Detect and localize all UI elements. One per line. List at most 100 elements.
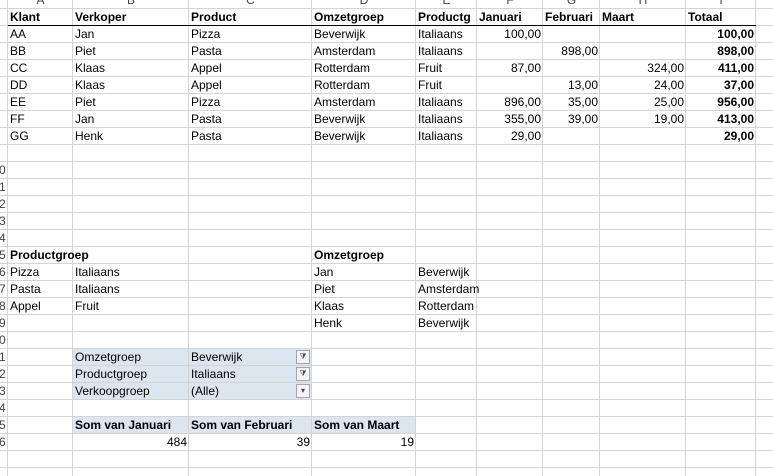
grid-line [415,0,416,476]
pivot-filter-cell: Omzetgroep [75,350,142,364]
grid-line [0,246,773,247]
pivot-filter-cell: Beverwijk [191,350,243,364]
table-cell: Beverwijk [418,265,470,279]
table-cell: Pizza [191,27,221,41]
grid-line [0,382,773,383]
table-cell: Klaas [314,299,345,313]
header-cell: Januari [479,10,522,24]
row-number: 5 [0,418,6,432]
column-header: I [719,0,723,7]
table-cell: Pasta [10,282,41,296]
grid-line [7,0,8,476]
grid-line [311,0,312,476]
pivot-filter-cell: Italiaans [191,367,236,381]
table-cell: Piet [75,44,96,58]
table-cell: GG [10,129,29,143]
table-cell: Amsterdam [314,44,376,58]
table-cell: Pasta [191,112,222,126]
table-cell: 87,00 [510,61,541,75]
table-cell: AA [10,27,27,41]
grid-line [0,450,773,451]
table-cell: 35,00 [567,95,598,109]
table-cell: Klaas [75,78,106,92]
grid-line [0,331,773,332]
table-cell: Amsterdam [418,282,480,296]
table-cell: Beverwijk [418,316,470,330]
table-cell: Italiaans [418,129,463,143]
pivot-header: Som van Februari [191,418,293,432]
header-cell: Verkoper [75,10,127,24]
table-cell: 29,00 [510,129,541,143]
row-number: 4 [0,401,6,415]
grid-line [0,280,773,281]
table-cell: 13,00 [567,78,598,92]
row-number: 6 [0,435,6,449]
grid-line [0,212,773,213]
header-cell: Klant [10,10,40,24]
filter-button[interactable]: ⧩ [296,367,310,381]
table-cell: Beverwijk [314,112,366,126]
table-cell: 24,00 [653,78,684,92]
table-cell: Beverwijk [314,129,366,143]
pivot-value: 39 [296,435,310,449]
table-cell: Henk [75,129,104,143]
table-cell: Italiaans [418,27,463,41]
header-cell: Maart [602,10,635,24]
column-header: C [246,0,255,7]
grid-line [0,467,773,468]
pivot-header: Som van Januari [75,418,172,432]
row-number: 0 [0,163,6,177]
grid-line [0,93,773,94]
row-number: 4 [0,231,6,245]
table-cell: Italiaans [418,95,463,109]
row-number: 5 [0,248,6,262]
table-cell: Rotterdam [314,61,371,75]
grid-line [0,59,773,60]
table-cell: Piet [75,95,96,109]
table-cell: Klaas [75,61,106,75]
table-cell: Fruit [418,78,442,92]
table-cell: 896,00 [504,95,541,109]
table-cell: Henk [314,316,343,330]
table-cell: Italiaans [75,265,120,279]
table-cell: Appel [10,299,41,313]
table-cell: Italiaans [418,44,463,58]
pivot-header: Som van Maart [314,418,400,432]
row-number: 0 [0,333,6,347]
grid-line [0,195,773,196]
table-cell: 324,00 [647,61,684,75]
filter-button[interactable]: ▾ [296,384,310,398]
pivot-filter-cell: Productgroep [75,367,148,381]
grid-line [755,0,756,476]
row-number: 1 [0,350,6,364]
column-header: G [566,0,577,7]
row-number: 6 [0,265,6,279]
grid-line [685,0,686,476]
header-cell: Februari [545,10,594,24]
table-cell: 956,00 [717,95,754,109]
grid-line [72,0,73,476]
pivot-filter-cell: (Alle) [191,384,220,398]
grid-line [0,161,773,162]
row-number: 1 [0,180,6,194]
table-cell: Jan [75,27,95,41]
pivot-filter-area [73,349,312,400]
column-header: B [126,0,135,7]
grid-line [0,110,773,111]
table-cell: Appel [191,78,222,92]
header-cell: Productg [418,10,471,24]
table-cell: FF [10,112,25,126]
grid-line [0,127,773,128]
header-cell: Product [191,10,237,24]
grid-line [542,0,543,476]
grid-line [599,0,600,476]
header-cell: Omzetgroep [314,10,385,24]
row-number: 3 [0,214,6,228]
table-cell: Amsterdam [314,95,376,109]
table-cell: 100,00 [717,27,754,41]
column-header: D [359,0,369,7]
filter-button[interactable]: ⧩ [296,350,310,364]
row-number: 2 [0,197,6,211]
row-number: 8 [0,299,6,313]
